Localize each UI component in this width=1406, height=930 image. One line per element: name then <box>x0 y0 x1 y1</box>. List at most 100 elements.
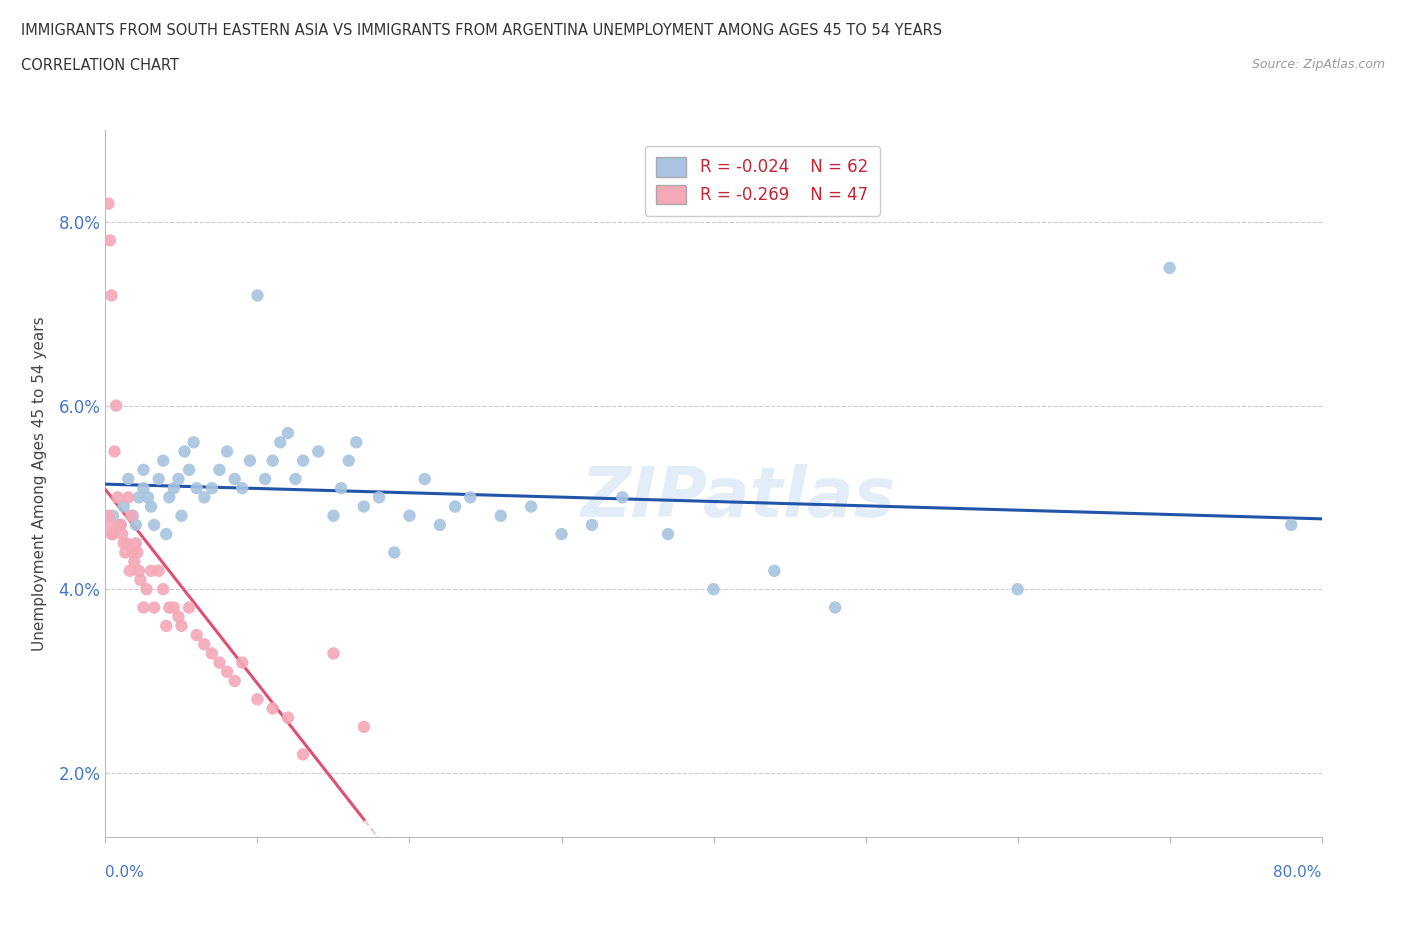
Point <box>322 509 344 524</box>
Point <box>121 509 143 524</box>
Point <box>201 481 224 496</box>
Point <box>224 472 246 486</box>
Point <box>208 462 231 477</box>
Point <box>132 600 155 615</box>
Point <box>292 453 315 468</box>
Point <box>155 526 177 541</box>
Point <box>100 526 122 541</box>
Point <box>1159 260 1181 275</box>
Point <box>135 582 157 597</box>
Point <box>520 499 543 514</box>
Point <box>125 536 148 551</box>
Point <box>167 609 190 624</box>
Point <box>139 499 162 514</box>
Point <box>101 509 124 524</box>
Legend: R = -0.024    N = 62, R = -0.269    N = 47: R = -0.024 N = 62, R = -0.269 N = 47 <box>645 146 880 216</box>
Point <box>97 509 120 524</box>
Point <box>129 573 152 588</box>
Point <box>824 600 846 615</box>
Point <box>98 232 121 247</box>
Point <box>612 490 634 505</box>
Point <box>112 536 135 551</box>
Point <box>262 701 284 716</box>
Point <box>398 509 420 524</box>
Point <box>208 655 231 670</box>
Point <box>353 499 375 514</box>
Point <box>284 472 307 486</box>
Point <box>152 582 174 597</box>
Point <box>117 472 139 486</box>
Y-axis label: Unemployment Among Ages 45 to 54 years: Unemployment Among Ages 45 to 54 years <box>32 316 48 651</box>
Point <box>763 564 786 578</box>
Point <box>239 453 262 468</box>
Point <box>152 453 174 468</box>
Point <box>231 481 253 496</box>
Point <box>429 517 451 532</box>
Point <box>193 490 215 505</box>
Point <box>657 526 679 541</box>
Point <box>139 564 162 578</box>
Point <box>157 490 180 505</box>
Point <box>193 637 215 652</box>
Point <box>100 288 122 303</box>
Point <box>382 545 405 560</box>
Point <box>114 545 136 560</box>
Text: IMMIGRANTS FROM SOUTH EASTERN ASIA VS IMMIGRANTS FROM ARGENTINA UNEMPLOYMENT AMO: IMMIGRANTS FROM SOUTH EASTERN ASIA VS IM… <box>21 23 942 38</box>
Point <box>269 435 291 450</box>
Point <box>103 444 125 458</box>
Point <box>110 517 132 532</box>
Point <box>136 490 159 505</box>
Point <box>246 692 269 707</box>
Point <box>107 490 129 505</box>
Text: CORRELATION CHART: CORRELATION CHART <box>21 58 179 73</box>
Point <box>120 509 142 524</box>
Point <box>118 564 141 578</box>
Point <box>254 472 277 486</box>
Point <box>1279 517 1302 532</box>
Point <box>148 564 170 578</box>
Point <box>177 600 200 615</box>
Point <box>217 664 239 679</box>
Point <box>186 628 208 643</box>
Point <box>1007 582 1029 597</box>
Point <box>353 720 375 735</box>
Point <box>337 453 360 468</box>
Point <box>132 481 155 496</box>
Point <box>97 196 120 211</box>
Point <box>170 509 193 524</box>
Point <box>143 600 166 615</box>
Point <box>163 600 186 615</box>
Point <box>121 545 143 560</box>
Point <box>112 499 135 514</box>
Point <box>128 564 150 578</box>
Text: ZIPatlas: ZIPatlas <box>581 464 896 531</box>
Point <box>368 490 391 505</box>
Point <box>143 517 166 532</box>
Point <box>105 398 128 413</box>
Point <box>262 453 284 468</box>
Point <box>231 655 253 670</box>
Point <box>322 646 344 661</box>
Point <box>224 673 246 688</box>
Text: 80.0%: 80.0% <box>1274 865 1322 880</box>
Point <box>489 509 512 524</box>
Point <box>292 747 315 762</box>
Point <box>124 554 146 569</box>
Point <box>201 646 224 661</box>
Point <box>110 517 132 532</box>
Point <box>173 444 195 458</box>
Point <box>101 526 124 541</box>
Point <box>581 517 603 532</box>
Point <box>277 426 299 441</box>
Point <box>277 711 299 725</box>
Point <box>117 490 139 505</box>
Text: Source: ZipAtlas.com: Source: ZipAtlas.com <box>1251 58 1385 71</box>
Point <box>413 472 436 486</box>
Point <box>148 472 170 486</box>
Point <box>128 490 150 505</box>
Point <box>132 462 155 477</box>
Point <box>108 517 131 532</box>
Text: 0.0%: 0.0% <box>105 865 145 880</box>
Point <box>246 288 269 303</box>
Point <box>111 526 134 541</box>
